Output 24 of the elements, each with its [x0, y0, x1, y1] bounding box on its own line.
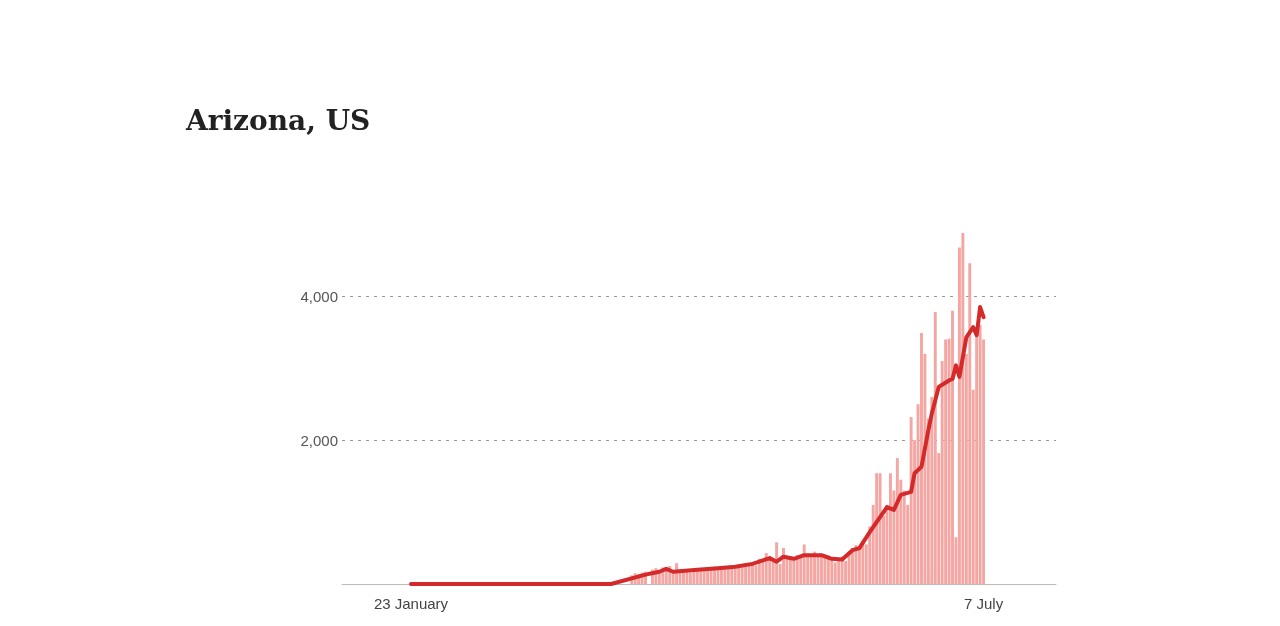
bar: [740, 566, 744, 584]
bar: [830, 558, 834, 584]
x-tick-label: 23 January: [373, 595, 449, 612]
bar: [809, 556, 813, 584]
bar: [933, 312, 937, 584]
bar: [737, 567, 741, 584]
bar: [878, 473, 882, 584]
y-tick-label: 2,000: [300, 431, 338, 449]
bar: [951, 310, 954, 584]
bar: [920, 332, 923, 584]
bar: [875, 473, 879, 584]
bar: [944, 339, 948, 584]
y-tick-label: 4,000: [300, 287, 338, 305]
chart-title: Arizona, US: [186, 104, 371, 137]
bar: [888, 473, 892, 584]
bar: [909, 417, 913, 584]
bar: [833, 562, 837, 584]
bar: [961, 233, 965, 584]
bar: [978, 325, 982, 584]
bar: [857, 548, 861, 584]
bar: [895, 458, 899, 584]
bar: [968, 263, 972, 584]
x-tick-label: 7 July: [963, 595, 1004, 612]
line-series: [408, 305, 986, 586]
